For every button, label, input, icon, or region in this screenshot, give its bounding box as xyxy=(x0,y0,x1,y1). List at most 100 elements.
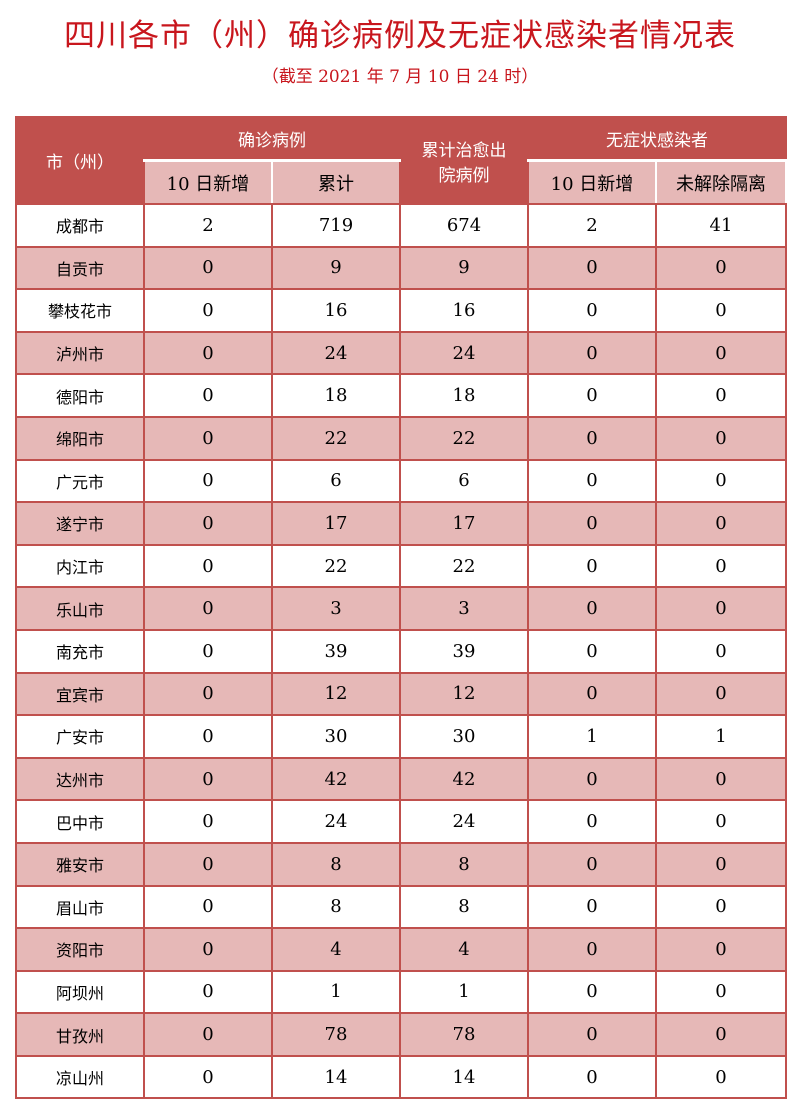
total-recovered: 18 xyxy=(399,373,529,418)
city-name: 南充市 xyxy=(15,628,145,674)
header-new: 10 日新增 xyxy=(143,159,273,205)
city-name: 广安市 xyxy=(15,714,145,759)
table-row: 绵阳市 0 22 22 0 0 xyxy=(15,415,787,461)
city-name: 德阳市 xyxy=(15,373,145,418)
asymptomatic-isolated: 0 xyxy=(655,756,787,802)
table-row: 宜宾市 0 12 12 0 0 xyxy=(15,671,787,717)
new-confirmed: 2 xyxy=(143,203,273,248)
page-subtitle: （截至 2021 年 7 月 10 日 24 时） xyxy=(261,67,539,87)
city-name: 凉山州 xyxy=(15,1054,145,1100)
new-confirmed: 0 xyxy=(143,756,273,802)
table-row: 自贡市 0 9 9 0 0 xyxy=(15,245,787,291)
asymptomatic-isolated: 0 xyxy=(655,841,787,887)
total-confirmed: 24 xyxy=(271,330,401,376)
total-confirmed: 16 xyxy=(271,288,401,333)
asymptomatic-isolated: 0 xyxy=(655,415,787,461)
new-asymptomatic: 0 xyxy=(527,799,657,844)
total-recovered: 24 xyxy=(399,799,529,844)
total-recovered: 8 xyxy=(399,841,529,887)
total-recovered: 22 xyxy=(399,543,529,589)
new-asymptomatic: 0 xyxy=(527,330,657,376)
header-total: 累计 xyxy=(271,159,401,205)
total-recovered: 4 xyxy=(399,927,529,972)
city-name: 乐山市 xyxy=(15,586,145,631)
total-confirmed: 24 xyxy=(271,799,401,844)
table-row: 成都市 2 719 674 2 41 xyxy=(15,203,787,248)
table-row: 广元市 0 6 6 0 0 xyxy=(15,458,787,504)
new-asymptomatic: 0 xyxy=(527,1012,657,1057)
new-asymptomatic: 0 xyxy=(527,543,657,589)
city-name: 广元市 xyxy=(15,458,145,504)
total-confirmed: 9 xyxy=(271,245,401,291)
new-asymptomatic: 0 xyxy=(527,458,657,504)
city-name: 宜宾市 xyxy=(15,671,145,717)
city-name: 泸州市 xyxy=(15,330,145,376)
table-row: 内江市 0 22 22 0 0 xyxy=(15,543,787,589)
new-confirmed: 0 xyxy=(143,373,273,418)
city-name: 眉山市 xyxy=(15,884,145,930)
city-name: 甘孜州 xyxy=(15,1012,145,1057)
total-recovered: 42 xyxy=(399,756,529,802)
new-asymptomatic: 0 xyxy=(527,927,657,972)
asymptomatic-isolated: 0 xyxy=(655,969,787,1015)
table-row: 遂宁市 0 17 17 0 0 xyxy=(15,501,787,546)
total-confirmed: 8 xyxy=(271,884,401,930)
city-name: 绵阳市 xyxy=(15,415,145,461)
new-confirmed: 0 xyxy=(143,841,273,887)
table-row: 南充市 0 39 39 0 0 xyxy=(15,628,787,674)
city-name: 雅安市 xyxy=(15,841,145,887)
header-asym-isolated: 未解除隔离 xyxy=(655,159,787,205)
total-confirmed: 17 xyxy=(271,501,401,546)
new-confirmed: 0 xyxy=(143,330,273,376)
new-asymptomatic: 0 xyxy=(527,415,657,461)
table-row: 眉山市 0 8 8 0 0 xyxy=(15,884,787,930)
header-city: 市（州） xyxy=(15,116,145,205)
total-confirmed: 18 xyxy=(271,373,401,418)
new-asymptomatic: 0 xyxy=(527,884,657,930)
total-recovered: 3 xyxy=(399,586,529,631)
new-asymptomatic: 2 xyxy=(527,203,657,248)
total-confirmed: 4 xyxy=(271,927,401,972)
asymptomatic-isolated: 0 xyxy=(655,288,787,333)
total-confirmed: 719 xyxy=(271,203,401,248)
new-confirmed: 0 xyxy=(143,245,273,291)
asymptomatic-isolated: 0 xyxy=(655,373,787,418)
city-name: 成都市 xyxy=(15,203,145,248)
total-confirmed: 78 xyxy=(271,1012,401,1057)
new-confirmed: 0 xyxy=(143,884,273,930)
new-confirmed: 0 xyxy=(143,927,273,972)
table-row: 乐山市 0 3 3 0 0 xyxy=(15,586,787,631)
table-row: 凉山州 0 14 14 0 0 xyxy=(15,1054,787,1100)
total-confirmed: 3 xyxy=(271,586,401,631)
asymptomatic-isolated: 0 xyxy=(655,586,787,631)
city-name: 遂宁市 xyxy=(15,501,145,546)
new-confirmed: 0 xyxy=(143,586,273,631)
total-recovered: 22 xyxy=(399,415,529,461)
new-confirmed: 0 xyxy=(143,1054,273,1100)
header-asymptomatic: 无症状感染者 xyxy=(527,116,787,162)
new-confirmed: 0 xyxy=(143,671,273,717)
table-row: 泸州市 0 24 24 0 0 xyxy=(15,330,787,376)
total-confirmed: 39 xyxy=(271,628,401,674)
new-confirmed: 0 xyxy=(143,1012,273,1057)
new-asymptomatic: 0 xyxy=(527,288,657,333)
total-confirmed: 8 xyxy=(271,841,401,887)
new-confirmed: 0 xyxy=(143,628,273,674)
total-recovered: 14 xyxy=(399,1054,529,1100)
new-asymptomatic: 1 xyxy=(527,714,657,759)
table-row: 雅安市 0 8 8 0 0 xyxy=(15,841,787,887)
new-confirmed: 0 xyxy=(143,969,273,1015)
asymptomatic-isolated: 0 xyxy=(655,884,787,930)
city-name: 自贡市 xyxy=(15,245,145,291)
header-asym-new: 10 日新增 xyxy=(527,159,657,205)
table-row: 广安市 0 30 30 1 1 xyxy=(15,714,787,759)
new-asymptomatic: 0 xyxy=(527,628,657,674)
city-name: 攀枝花市 xyxy=(15,288,145,333)
total-confirmed: 14 xyxy=(271,1054,401,1100)
table-row: 阿坝州 0 1 1 0 0 xyxy=(15,969,787,1015)
asymptomatic-isolated: 0 xyxy=(655,330,787,376)
cases-table: 市（州） 确诊病例 累计治愈出院病例 无症状感染者 10 日新增 累计 10 日… xyxy=(15,116,787,1100)
new-asymptomatic: 0 xyxy=(527,756,657,802)
total-recovered: 16 xyxy=(399,288,529,333)
total-recovered: 24 xyxy=(399,330,529,376)
